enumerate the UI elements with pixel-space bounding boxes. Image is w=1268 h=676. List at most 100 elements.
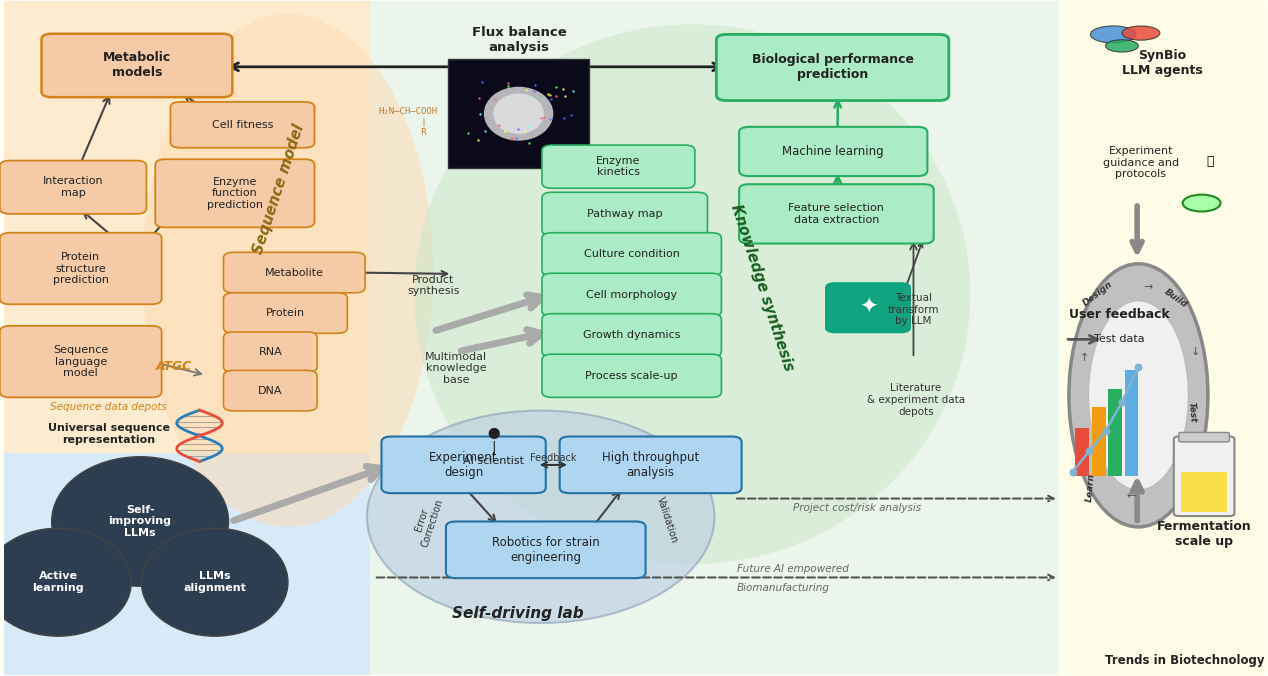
Text: Self-
improving
LLMs: Self- improving LLMs — [109, 505, 171, 538]
Text: Error
Correction: Error Correction — [408, 494, 445, 549]
Bar — [4, 453, 370, 675]
Bar — [1059, 1, 1267, 675]
Text: Test: Test — [1186, 402, 1197, 423]
Bar — [370, 1, 1059, 675]
Text: Cell morphology: Cell morphology — [586, 290, 677, 300]
Ellipse shape — [1088, 301, 1188, 490]
Text: Feedback: Feedback — [530, 453, 577, 463]
Ellipse shape — [484, 87, 553, 141]
Text: Test data: Test data — [1094, 335, 1145, 344]
Bar — [1075, 428, 1089, 477]
Text: Interaction
map: Interaction map — [43, 176, 104, 198]
Text: Fermentation
scale up: Fermentation scale up — [1156, 520, 1252, 548]
Text: Flux balance
analysis: Flux balance analysis — [472, 26, 567, 54]
FancyBboxPatch shape — [0, 326, 161, 397]
Ellipse shape — [142, 14, 434, 527]
FancyBboxPatch shape — [1174, 437, 1235, 516]
FancyBboxPatch shape — [541, 145, 695, 188]
Text: Metabolic
models: Metabolic models — [103, 51, 171, 80]
Text: ⬤: ⬤ — [488, 428, 500, 439]
Text: Literature
& experiment data
depots: Literature & experiment data depots — [867, 383, 965, 416]
Ellipse shape — [1183, 195, 1221, 212]
Text: Cell fitness: Cell fitness — [212, 120, 273, 130]
Text: ↓: ↓ — [1191, 347, 1200, 356]
Text: Biological performance
prediction: Biological performance prediction — [752, 53, 914, 82]
Text: Product
synthesis: Product synthesis — [407, 274, 459, 296]
Text: ↑: ↑ — [1079, 354, 1089, 363]
FancyBboxPatch shape — [541, 354, 721, 397]
Text: DNA: DNA — [257, 385, 283, 395]
Text: Process scale-up: Process scale-up — [586, 370, 678, 381]
FancyBboxPatch shape — [541, 233, 721, 276]
Ellipse shape — [141, 528, 288, 636]
Text: |: | — [492, 440, 496, 454]
Text: Validation: Validation — [654, 496, 680, 545]
Text: Build: Build — [1163, 288, 1189, 310]
Text: Machine learning: Machine learning — [782, 145, 884, 158]
Text: Learn: Learn — [1084, 473, 1096, 502]
Text: Textual
transform
by LLM: Textual transform by LLM — [888, 293, 940, 327]
Text: Multimodal
knowledge
base: Multimodal knowledge base — [425, 352, 487, 385]
Text: Biomanufacturing: Biomanufacturing — [737, 583, 829, 593]
Text: Project cost/risk analysis: Project cost/risk analysis — [794, 503, 922, 513]
Text: Protein: Protein — [266, 308, 306, 318]
FancyBboxPatch shape — [1179, 433, 1230, 442]
FancyBboxPatch shape — [223, 293, 347, 333]
FancyBboxPatch shape — [449, 59, 588, 168]
Text: SynBio
LLM agents: SynBio LLM agents — [1122, 49, 1203, 77]
Text: Active
learning: Active learning — [32, 571, 84, 593]
Text: Protein
structure
prediction: Protein structure prediction — [53, 252, 109, 285]
Text: Self-driving lab: Self-driving lab — [453, 606, 583, 621]
Ellipse shape — [0, 528, 132, 636]
FancyBboxPatch shape — [223, 370, 317, 411]
FancyBboxPatch shape — [559, 437, 742, 493]
Text: Design: Design — [1082, 280, 1115, 308]
Ellipse shape — [1122, 26, 1160, 40]
Ellipse shape — [1106, 40, 1139, 52]
FancyBboxPatch shape — [446, 521, 645, 578]
Bar — [1092, 408, 1106, 477]
Text: Trends in Biotechnology: Trends in Biotechnology — [1106, 654, 1264, 667]
Point — [1079, 446, 1099, 457]
Text: ATGC: ATGC — [156, 360, 193, 373]
Ellipse shape — [52, 457, 228, 586]
Text: Sequence model: Sequence model — [251, 123, 307, 256]
FancyBboxPatch shape — [739, 184, 933, 243]
FancyBboxPatch shape — [541, 314, 721, 357]
Text: →: → — [1144, 283, 1153, 293]
FancyBboxPatch shape — [541, 192, 708, 235]
FancyBboxPatch shape — [155, 160, 314, 227]
Text: ✦: ✦ — [858, 297, 877, 318]
Ellipse shape — [415, 24, 970, 564]
FancyBboxPatch shape — [825, 282, 910, 333]
Text: RNA: RNA — [259, 347, 283, 357]
Point — [1129, 362, 1149, 372]
Text: Pathway map: Pathway map — [587, 209, 662, 219]
Ellipse shape — [493, 93, 544, 134]
Ellipse shape — [366, 410, 714, 623]
Text: User feedback: User feedback — [1069, 308, 1170, 321]
FancyBboxPatch shape — [1182, 472, 1227, 512]
Text: High throughput
analysis: High throughput analysis — [602, 451, 699, 479]
FancyBboxPatch shape — [0, 233, 161, 304]
Bar — [1125, 370, 1139, 477]
Text: H₂N—CH—COOH
      |
      R: H₂N—CH—COOH | R — [378, 107, 437, 137]
Text: 💊: 💊 — [1207, 155, 1215, 168]
Text: Enzyme
kinetics: Enzyme kinetics — [596, 156, 640, 177]
Ellipse shape — [1090, 26, 1136, 43]
Text: Knowledge synthesis: Knowledge synthesis — [728, 202, 796, 372]
Text: Growth dynamics: Growth dynamics — [583, 331, 681, 340]
Text: Culture condition: Culture condition — [583, 249, 680, 260]
Text: Enzyme
function
prediction: Enzyme function prediction — [207, 176, 262, 210]
FancyBboxPatch shape — [223, 332, 317, 372]
Text: ←: ← — [1126, 491, 1136, 502]
Point — [1063, 466, 1083, 477]
Text: Feature selection
data extraction: Feature selection data extraction — [789, 203, 884, 224]
Text: Universal sequence
representation: Universal sequence representation — [47, 423, 170, 445]
Bar — [1108, 389, 1122, 477]
FancyBboxPatch shape — [541, 273, 721, 316]
FancyBboxPatch shape — [223, 252, 365, 293]
Text: Experiment
design: Experiment design — [430, 451, 498, 479]
Text: Future AI empowered: Future AI empowered — [737, 564, 848, 574]
Ellipse shape — [1069, 264, 1208, 527]
